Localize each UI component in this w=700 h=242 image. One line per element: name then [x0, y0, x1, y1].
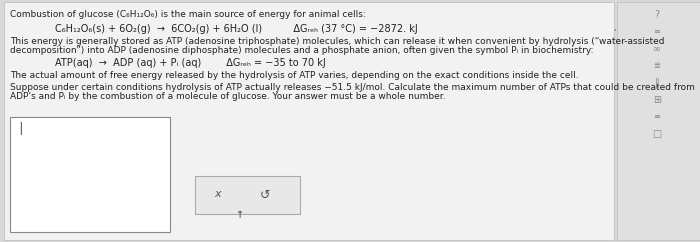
Text: ‖: ‖	[654, 78, 659, 89]
Bar	[617, 2, 700, 240]
Text: C₆H₁₂O₆(s) + 6O₂(g)  →  6CO₂(g) + 6H₂O (l)          ΔGᵣₑₕ (37 °C) = −2872. kJ: C₆H₁₂O₆(s) + 6O₂(g) → 6CO₂(g) + 6H₂O (l)…	[55, 24, 418, 34]
Bar	[4, 2, 614, 240]
Text: ?: ?	[654, 10, 659, 20]
Text: ·: ·	[612, 24, 617, 38]
Text: This energy is generally stored as ATP (adenosine triphosphate) molecules, which: This energy is generally stored as ATP (…	[10, 37, 664, 46]
Bar	[195, 176, 300, 214]
Text: ATP(aq)  →  ADP (aq) + Pᵢ (aq)        ΔGᵣₑₕ = −35 to 70 kJ: ATP(aq) → ADP (aq) + Pᵢ (aq) ΔGᵣₑₕ = −35…	[55, 58, 326, 68]
Text: The actual amount of free energy released by the hydrolysis of ATP varies, depen: The actual amount of free energy release…	[10, 71, 579, 80]
Text: │: │	[17, 122, 24, 135]
Text: ADP’s and Pᵢ by the combustion of a molecule of glucose. Your answer must be a w: ADP’s and Pᵢ by the combustion of a mole…	[10, 92, 445, 101]
Text: decomposition”) into ADP (adenosine diphosphate) molecules and a phosphate anion: decomposition”) into ADP (adenosine diph…	[10, 46, 594, 55]
Text: x: x	[215, 189, 221, 199]
Text: ≡: ≡	[654, 27, 661, 36]
Text: ↑: ↑	[236, 210, 244, 220]
Text: ⊞: ⊞	[653, 95, 661, 105]
Text: ↺: ↺	[260, 189, 270, 202]
Text: □: □	[652, 129, 662, 139]
Text: ≡: ≡	[654, 112, 661, 121]
Text: Suppose under certain conditions hydrolysis of ATP actually releases −51.5 kJ/mo: Suppose under certain conditions hydroly…	[10, 83, 695, 92]
Bar	[10, 117, 170, 232]
Text: ∞: ∞	[653, 44, 661, 54]
Text: Combustion of glucose (C₆H₁₂O₆) is the main source of energy for animal cells:: Combustion of glucose (C₆H₁₂O₆) is the m…	[10, 10, 365, 19]
Text: ≣: ≣	[654, 61, 661, 70]
